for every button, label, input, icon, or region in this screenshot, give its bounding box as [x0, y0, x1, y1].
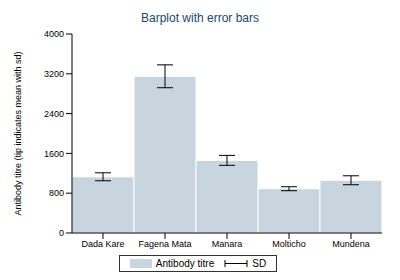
- svg-text:Fagena Mata: Fagena Mata: [138, 239, 191, 249]
- svg-text:2400: 2400: [44, 109, 64, 119]
- html-text:Barplot with error bars: Barplot with error bars: [141, 11, 259, 25]
- svg-text:800: 800: [49, 188, 64, 198]
- svg-text:Mundena: Mundena: [332, 239, 370, 249]
- svg-text:Antibody titre (tip indicates: Antibody titre (tip indicates mean with …: [13, 51, 23, 215]
- html-text:Antibody titre: Antibody titre: [155, 258, 215, 269]
- svg-text:Dada Kare: Dada Kare: [81, 239, 124, 249]
- html-text:SD: SD: [252, 258, 267, 269]
- svg-text:0: 0: [59, 228, 64, 238]
- svg-text:1600: 1600: [44, 149, 64, 159]
- svg-text:Manara: Manara: [212, 239, 243, 249]
- svg-text:Molticho: Molticho: [272, 239, 306, 249]
- svg-text:3200: 3200: [44, 69, 64, 79]
- svg-text:4000: 4000: [44, 29, 64, 39]
